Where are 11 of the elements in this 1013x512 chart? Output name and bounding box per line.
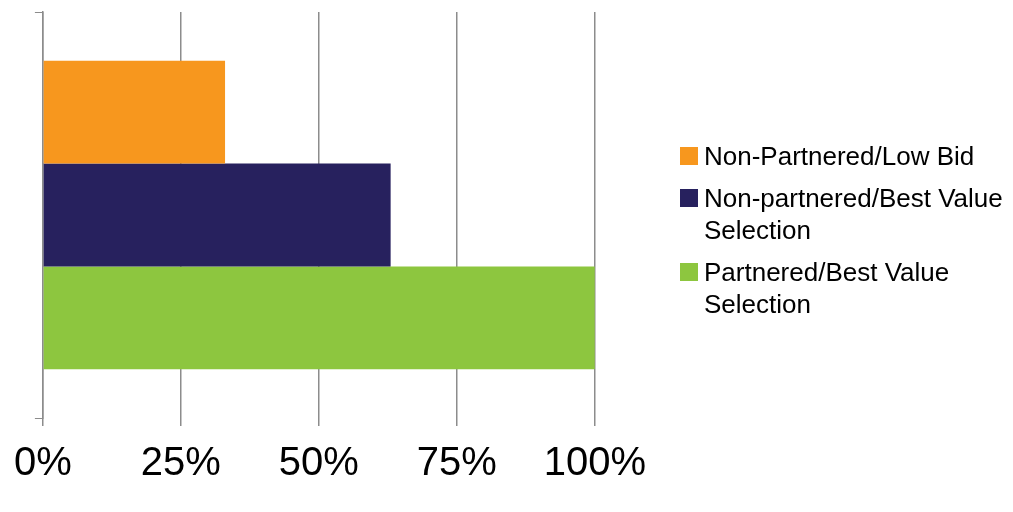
x-tick-label: 25% — [140, 439, 221, 484]
x-tick-label: 75% — [416, 439, 497, 484]
bar — [43, 60, 226, 164]
legend-label: Non-Partnered/Low Bid — [704, 140, 975, 172]
x-tick-label: 50% — [278, 439, 359, 484]
bar — [43, 266, 595, 370]
legend-label: Non-partnered/Best Value Selection — [704, 182, 1004, 246]
x-tick-label: 0% — [14, 439, 72, 484]
bar — [43, 163, 391, 267]
legend-label: Partnered/Best Value Selection — [704, 256, 951, 320]
x-tick-label: 100% — [543, 439, 646, 484]
